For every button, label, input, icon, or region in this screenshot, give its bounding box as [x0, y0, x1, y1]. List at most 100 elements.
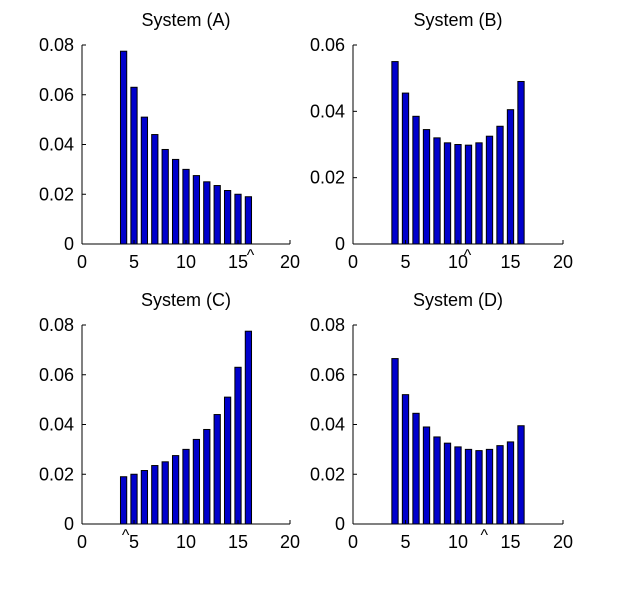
x-tick-label: 20	[553, 532, 573, 552]
bar-x10	[454, 144, 462, 245]
y-tick-label: 0	[64, 514, 74, 534]
x-tick-label: 10	[176, 252, 196, 272]
bar-x6	[140, 470, 149, 525]
bar-x16	[517, 425, 525, 525]
bar-x9	[171, 455, 180, 525]
x-tick-label: 5	[129, 532, 139, 552]
x-tick-label: 0	[348, 532, 358, 552]
bar-x9	[443, 142, 452, 245]
y-tick-label: 0.04	[39, 415, 74, 435]
bar-x9	[443, 442, 452, 525]
bar-x10	[182, 448, 190, 525]
bar-x16	[244, 196, 253, 245]
y-tick-label: 0.06	[310, 35, 345, 55]
bar-x8	[161, 461, 169, 525]
y-tick-label: 0.04	[39, 135, 74, 155]
x-tick-label: 15	[228, 532, 248, 552]
y-tick-label: 0.06	[39, 85, 74, 105]
bar-x5	[130, 86, 138, 245]
bar-x12	[203, 181, 211, 245]
y-tick-label: 0.02	[310, 168, 345, 188]
chart-title: System (C)	[141, 290, 231, 310]
bar-x11	[192, 175, 201, 245]
y-tick-label: 0	[64, 234, 74, 254]
bar-x7	[422, 426, 431, 525]
x-tick-label: 15	[500, 252, 520, 272]
bar-x4	[391, 61, 399, 245]
bar-x7	[422, 129, 431, 245]
bar-x15	[506, 109, 515, 245]
bar-x9	[171, 158, 180, 245]
bar-x13	[485, 135, 494, 245]
x-tick-label: 20	[280, 532, 300, 552]
bar-x8	[433, 137, 441, 245]
bar-x5	[401, 92, 410, 245]
panel-system-d: 0 5 10 15 20 0 0.02 0.04 0.06 0.08 System (D) ^	[310, 290, 573, 552]
bar-x11	[464, 448, 473, 525]
bar-x5	[401, 394, 410, 525]
panel-system-a: 0 5 10 15 20 0 0.02 0.04 0.06 0.08 System (A) ^	[39, 10, 300, 272]
x-tick-label: 5	[400, 252, 410, 272]
caret-marker: ^	[464, 247, 472, 264]
bar-x15	[234, 193, 242, 245]
bar-x6	[140, 116, 149, 245]
x-tick-label: 15	[500, 532, 520, 552]
bar-x8	[433, 436, 441, 525]
y-tick-label: 0.02	[39, 184, 74, 204]
y-tick-label: 0.08	[39, 315, 74, 335]
caret-marker: ^	[122, 527, 130, 544]
bar-x7	[151, 134, 159, 245]
bar-x10	[182, 168, 190, 245]
caret-marker: ^	[247, 247, 255, 264]
bar-x12	[203, 428, 211, 525]
bar-x13	[213, 414, 221, 525]
bar-x11	[192, 438, 201, 525]
y-tick-label: 0.04	[310, 101, 345, 121]
bar-x14	[496, 125, 504, 245]
bar-x12	[475, 450, 483, 525]
y-tick-label: 0.06	[310, 365, 345, 385]
bar-x11	[464, 144, 473, 245]
bar-x16	[244, 330, 253, 525]
bar-x7	[151, 465, 159, 525]
x-tick-label: 0	[77, 252, 87, 272]
x-tick-label: 10	[176, 532, 196, 552]
bar-x8	[161, 148, 169, 245]
y-tick-label: 0	[335, 234, 345, 254]
y-tick-label: 0.06	[39, 365, 74, 385]
bar-x5	[130, 473, 138, 525]
bar-x4	[119, 50, 128, 245]
y-tick-label: 0.02	[39, 464, 74, 484]
bar-x13	[213, 185, 221, 245]
x-tick-label: 20	[280, 252, 300, 272]
x-tick-label: 20	[553, 252, 573, 272]
caret-marker: ^	[480, 527, 488, 544]
bar-x14	[223, 190, 232, 245]
bar-x13	[485, 448, 494, 525]
x-tick-label: 5	[129, 252, 139, 272]
y-tick-label: 0.08	[39, 35, 74, 55]
y-tick-label: 0.08	[310, 315, 345, 335]
y-tick-label: 0.04	[310, 415, 345, 435]
bar-x6	[412, 412, 420, 525]
bar-x15	[506, 441, 515, 525]
bar-x6	[412, 115, 420, 245]
x-tick-label: 10	[448, 532, 468, 552]
chart-title: System (B)	[413, 10, 502, 30]
x-tick-label: 0	[77, 532, 87, 552]
bar-x12	[475, 142, 483, 245]
bar-x14	[223, 396, 232, 525]
bar-x15	[234, 366, 242, 525]
bar-x10	[454, 446, 462, 525]
bar-x16	[517, 80, 525, 245]
x-tick-label: 10	[448, 252, 468, 272]
bar-x4	[119, 476, 128, 525]
panel-system-b: 0 5 10 15 20 0 0.02 0.04 0.06 System (B) ^	[310, 10, 573, 272]
y-tick-label: 0.02	[310, 464, 345, 484]
x-tick-label: 0	[348, 252, 358, 272]
bar-x14	[496, 445, 504, 525]
x-tick-label: 15	[228, 252, 248, 272]
y-tick-label: 0	[335, 514, 345, 534]
panel-system-c: 0 5 10 15 20 0 0.02 0.04 0.06 0.08 System (C) ^	[39, 290, 300, 552]
